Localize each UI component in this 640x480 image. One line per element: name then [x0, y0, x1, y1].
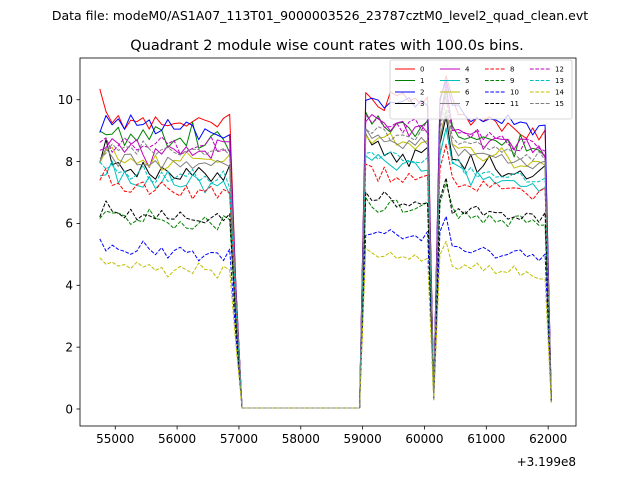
legend-label-4: 4	[465, 66, 470, 74]
series-line-0	[99, 75, 552, 409]
legend-label-14: 14	[555, 89, 564, 97]
legend-label-1: 1	[420, 77, 424, 85]
series-line-14	[99, 240, 552, 409]
x-tick-label-56000: 56000	[158, 432, 196, 446]
x-tick-label-55000: 55000	[96, 432, 134, 446]
y-tick-label-4: 4	[65, 279, 73, 293]
legend-label-15: 15	[555, 100, 564, 108]
y-tick-label-8: 8	[65, 155, 73, 169]
y-tick-label-10: 10	[58, 93, 73, 107]
series-line-2	[99, 80, 552, 409]
y-tick-label-6: 6	[65, 217, 73, 231]
series-group	[99, 75, 552, 409]
x-offset-label: +3.199e8	[517, 455, 576, 469]
legend-label-0: 0	[420, 66, 424, 74]
x-tick-label-62000: 62000	[529, 432, 567, 446]
legend-label-6: 6	[465, 89, 470, 97]
legend-label-9: 9	[510, 77, 514, 85]
x-tick-label-59000: 59000	[344, 432, 382, 446]
legend-label-8: 8	[510, 66, 514, 74]
legend-label-11: 11	[510, 100, 519, 108]
figure-suptitle: Data file: modeM0/AS1A07_113T01_90000035…	[52, 8, 588, 23]
y-tick-label-0: 0	[65, 402, 73, 416]
x-tick-label-58000: 58000	[282, 432, 320, 446]
series-line-13	[99, 128, 552, 409]
legend-label-12: 12	[555, 66, 564, 74]
legend-label-3: 3	[420, 100, 424, 108]
plot-area: 55000 56000 57000 58000 59000 60000 61000 62000…	[58, 57, 577, 446]
series-line-11	[99, 177, 552, 409]
legend-label-13: 13	[555, 77, 564, 85]
series-line-8	[99, 143, 552, 409]
series-line-12	[99, 96, 552, 409]
series-line-9	[99, 182, 552, 409]
legend-label-2: 2	[420, 89, 424, 97]
series-line-15	[99, 99, 552, 409]
axes-frame	[79, 57, 577, 427]
y-tick-label-2: 2	[65, 340, 73, 354]
x-tick-label-57000: 57000	[220, 432, 258, 446]
legend-label-10: 10	[510, 89, 519, 97]
x-tick-label-60000: 60000	[405, 432, 443, 446]
legend-frame	[389, 59, 573, 120]
x-tick-label-61000: 61000	[467, 432, 505, 446]
series-line-6	[99, 108, 552, 409]
legend-label-5: 5	[465, 77, 469, 85]
series-line-7	[99, 110, 552, 409]
legend-label-7: 7	[465, 100, 469, 108]
series-line-10	[99, 215, 552, 409]
series-line-4	[99, 83, 552, 409]
chart-title: Quadrant 2 module wise count rates with …	[130, 38, 524, 54]
series-line-3	[99, 115, 552, 409]
